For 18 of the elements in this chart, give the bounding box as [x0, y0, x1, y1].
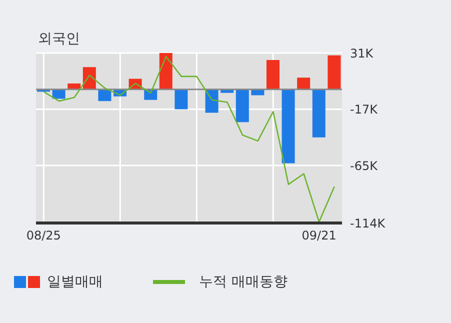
legend-label: 누적 매매동향	[199, 273, 288, 291]
bar	[98, 89, 112, 102]
bar	[312, 89, 326, 138]
bar	[328, 55, 341, 90]
y-tick-label: -17K	[350, 102, 379, 117]
bar	[297, 78, 310, 90]
line-series	[43, 56, 335, 222]
bar	[266, 60, 280, 90]
bar	[282, 89, 295, 164]
x-tick-label: 09/21	[302, 228, 336, 243]
bar	[236, 89, 249, 122]
y-tick-label: -65K	[350, 158, 379, 173]
y-tick-label: 31K	[350, 46, 374, 60]
y-tick-label: -114K	[350, 216, 386, 230]
x-tick-label: 08/25	[26, 228, 61, 243]
bar	[174, 89, 188, 110]
legend-label: 일별매매	[47, 273, 103, 291]
chart-title: 외국인	[38, 30, 80, 48]
